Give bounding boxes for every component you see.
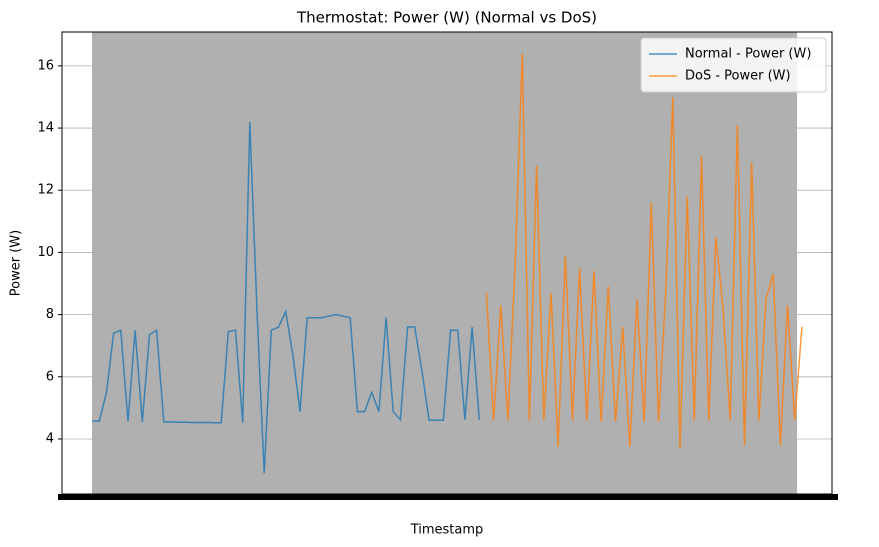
y-tick-label: 14 — [37, 121, 54, 136]
y-tick-label: 16 — [37, 58, 54, 73]
legend-box — [640, 37, 827, 93]
legend-label: Normal - Power (W) — [685, 47, 811, 62]
y-tick-label: 12 — [37, 183, 54, 198]
y-tick-label: 4 — [46, 431, 54, 446]
dense-grid — [92, 32, 797, 494]
y-axis-label: Power (W) — [9, 230, 24, 296]
series-line — [92, 121, 481, 474]
legend-label: DoS - Power (W) — [685, 69, 791, 84]
plot-frame — [61, 31, 833, 495]
overlapping-x-ticks — [58, 494, 838, 500]
chart-title: Thermostat: Power (W) (Normal vs DoS) — [296, 9, 597, 27]
series-line — [485, 53, 803, 449]
y-tick-label: 10 — [37, 245, 54, 260]
y-tick-label: 6 — [46, 369, 54, 384]
x-axis-label: Timestamp — [410, 523, 484, 538]
y-tick-label: 8 — [46, 307, 54, 322]
